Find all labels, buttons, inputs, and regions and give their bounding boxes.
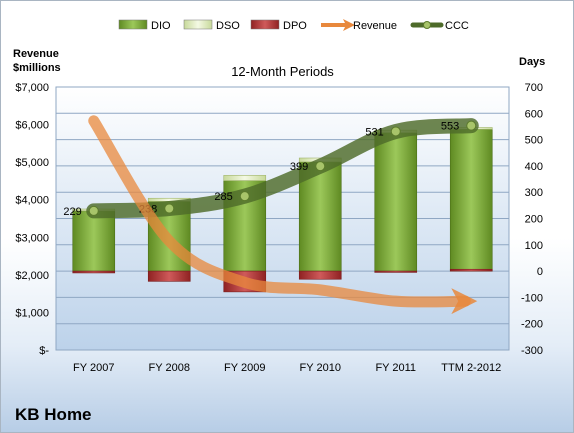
legend-label: Revenue — [353, 20, 397, 32]
y-left-tick-label: $4,000 — [15, 195, 49, 207]
ccc-marker — [466, 120, 477, 131]
y-right-tick-label: 100 — [525, 240, 543, 252]
y-left-tick-label: $3,000 — [15, 232, 49, 244]
revenue-line — [88, 115, 478, 315]
y-axis-left-title: Revenue $millions — [13, 48, 61, 74]
y-right-tick-label: 400 — [525, 161, 543, 173]
ccc-marker — [239, 191, 250, 202]
y-axis-left: $- $1,000 $2,000 $3,000 $4,000 $5,000 $6,000 $7… — [15, 82, 49, 357]
legend-swatch-dio — [118, 19, 148, 30]
dpo-bar — [374, 270, 418, 273]
ccc-marker — [315, 161, 326, 172]
y-right-tick-label: -300 — [521, 345, 543, 357]
y-right-tick-label: 200 — [525, 214, 543, 226]
ccc-data-label: 229 — [63, 206, 81, 218]
legend-label: DIO — [151, 20, 171, 32]
y-left-tick-label: $7,000 — [15, 82, 49, 94]
legend-label: DSO — [216, 20, 240, 32]
legend-swatch-dpo — [250, 19, 280, 30]
legend-marker-ccc — [423, 21, 431, 29]
x-tick-label: FY 2010 — [300, 362, 341, 374]
dpo-bar — [298, 270, 342, 280]
y-right-tick-label: -100 — [521, 292, 543, 304]
legend-label: CCC — [445, 20, 469, 32]
dio-bar — [374, 132, 418, 272]
x-tick-label: FY 2011 — [375, 362, 416, 374]
y-right-tick-label: 300 — [525, 187, 543, 199]
y-left-tick-label: $- — [39, 345, 49, 357]
y-left-tick-label: $1,000 — [15, 307, 49, 319]
y-left-tick-label: $5,000 — [15, 157, 49, 169]
dpo-bar — [147, 270, 191, 282]
ccc-marker — [88, 205, 99, 216]
y-axis-left-title-line: Revenue — [13, 48, 59, 60]
legend-label: DPO — [283, 20, 307, 32]
ccc-data-label: 553 — [441, 121, 459, 133]
y-axis-left-title-line: $millions — [13, 62, 61, 74]
ccc-marker — [390, 126, 401, 137]
dso-bar — [223, 175, 267, 181]
ccc-chart: DIO DSO DPO Revenue CCC Revenue $millions Day… — [13, 19, 545, 374]
dpo-bar — [72, 270, 116, 274]
x-tick-label: FY 2007 — [73, 362, 114, 374]
y-axis-right: -300 -200 -100 0 100 200 300 400 500 600 700 — [521, 82, 543, 357]
ccc-marker — [164, 203, 175, 214]
x-tick-label: FY 2008 — [149, 362, 190, 374]
ccc-data-label: 399 — [290, 161, 308, 173]
y-right-tick-label: 500 — [525, 135, 543, 147]
x-tick-label: FY 2009 — [224, 362, 265, 374]
ccc-data-label: 531 — [365, 126, 383, 138]
legend: DIO DSO DPO Revenue CCC — [118, 19, 469, 32]
x-axis: FY 2007 FY 2008 FY 2009 FY 2010 FY 2011 TTM 2… — [73, 362, 501, 374]
chart-title: 12-Month Periods — [231, 64, 334, 79]
ccc-data-label: 285 — [214, 191, 232, 203]
dio-bar — [72, 210, 116, 272]
y-right-tick-label: -200 — [521, 319, 543, 331]
revenue-series — [88, 115, 478, 315]
y-left-tick-label: $6,000 — [15, 120, 49, 132]
company-name: KB Home — [15, 405, 92, 424]
dio-bar — [449, 129, 493, 272]
y-axis-right-title: Days — [519, 56, 545, 68]
y-right-tick-label: 600 — [525, 108, 543, 120]
x-tick-label: TTM 2-2012 — [441, 362, 501, 374]
y-right-tick-label: 700 — [525, 82, 543, 94]
y-right-tick-label: 0 — [537, 266, 543, 278]
dpo-bar — [449, 268, 493, 272]
legend-swatch-dso — [183, 19, 213, 30]
y-left-tick-label: $2,000 — [15, 270, 49, 282]
